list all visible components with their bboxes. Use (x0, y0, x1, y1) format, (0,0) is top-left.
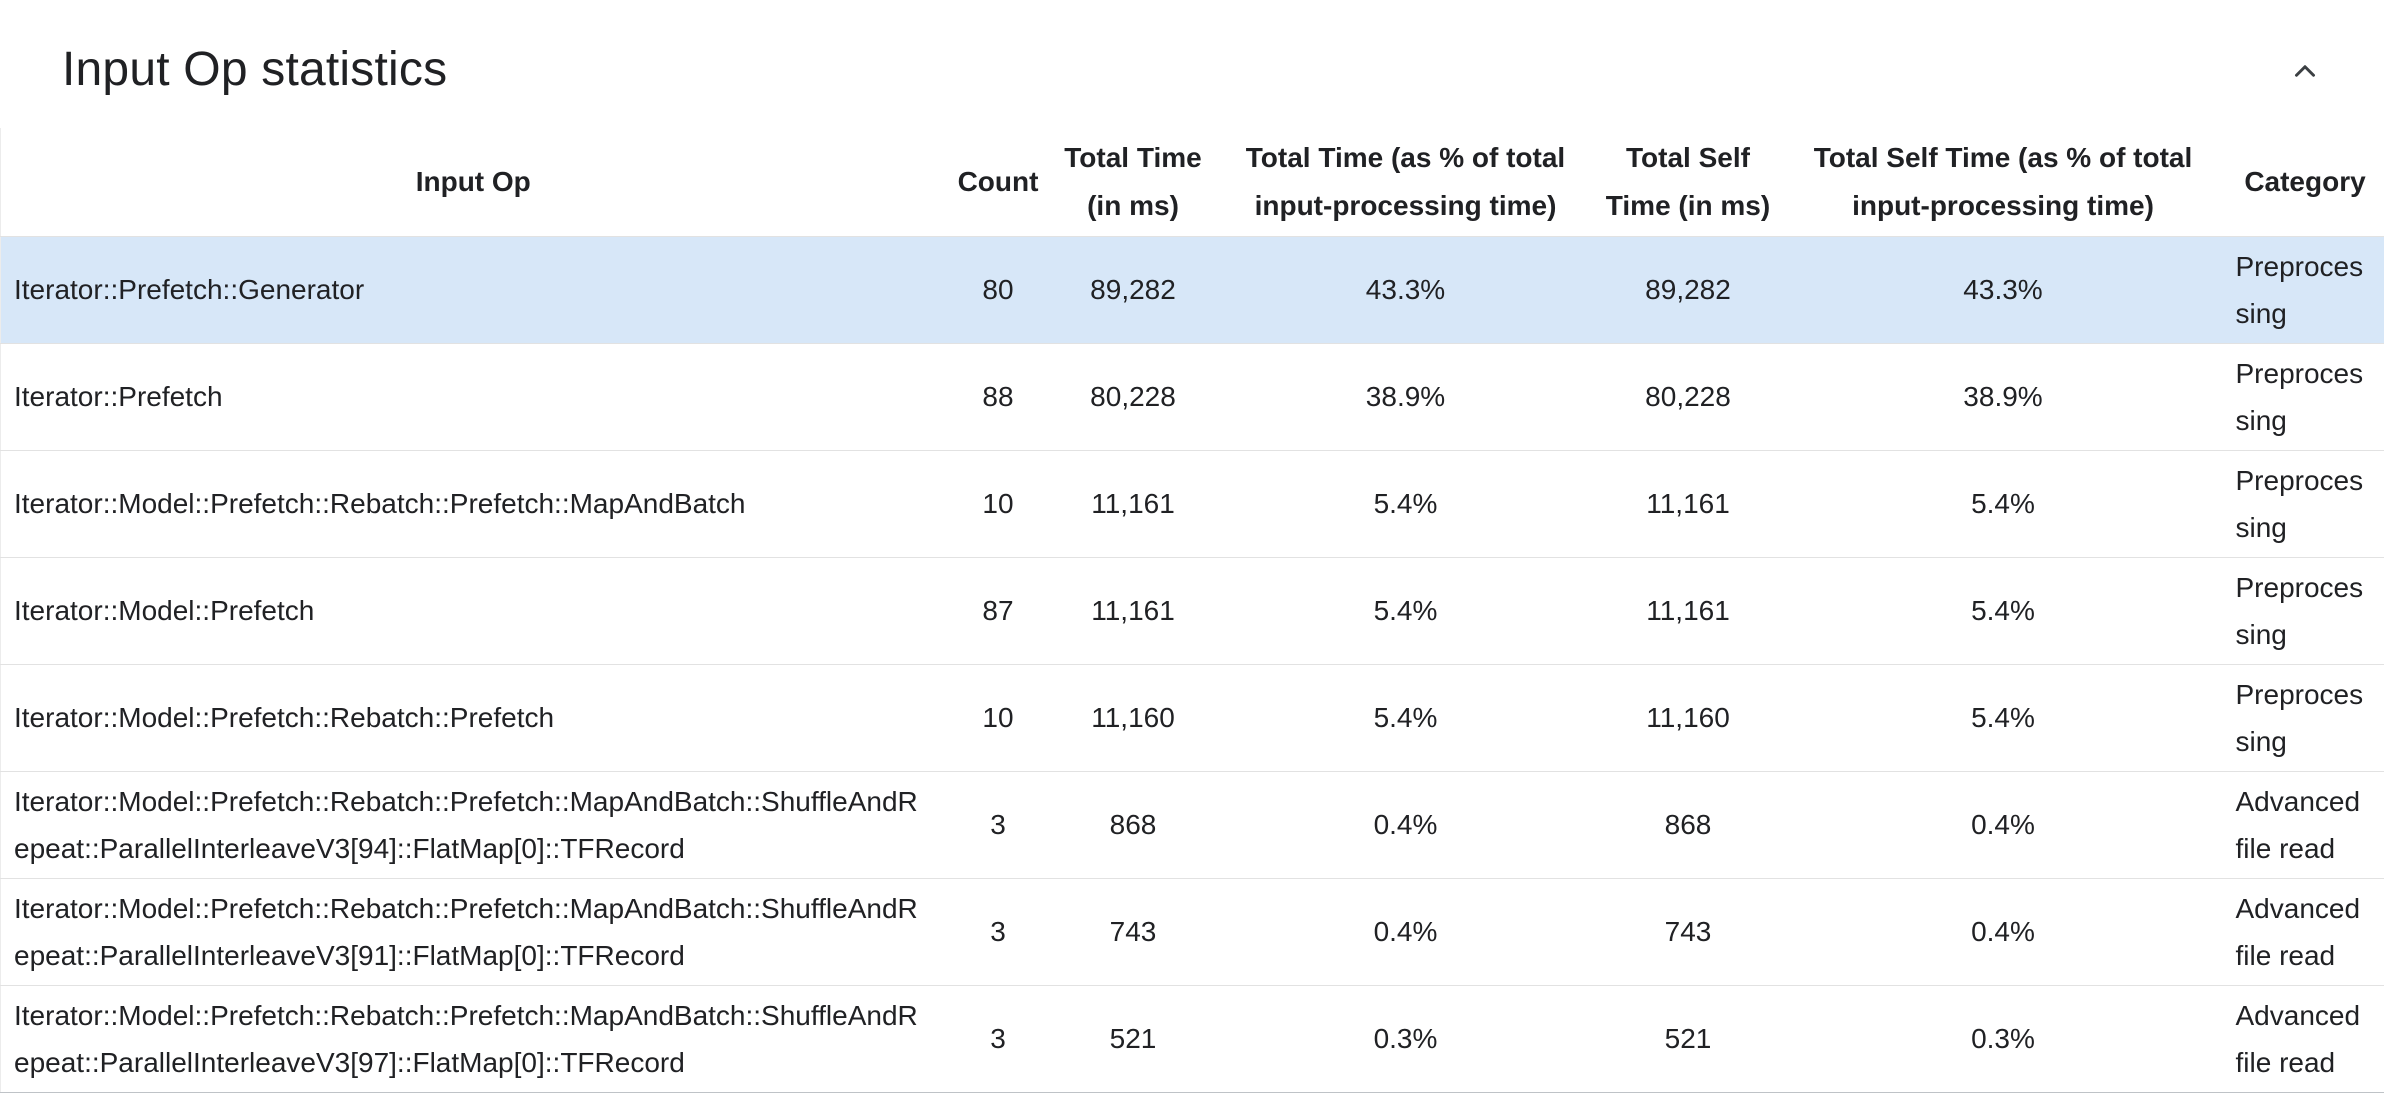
cell-total-time: 11,161 (1050, 449, 1216, 557)
cell-total-time-pct: 43.3% (1215, 235, 1596, 343)
table-row[interactable]: Iterator::Model::Prefetch::Rebatch::Pref… (0, 449, 2384, 557)
cell-total-self-time: 868 (1595, 770, 1781, 878)
cell-category: Preprocessing (2225, 235, 2384, 343)
cell-total-self-time: 11,161 (1595, 556, 1781, 664)
cell-category: Preprocessing (2225, 342, 2384, 450)
cell-total-self-time: 11,160 (1595, 663, 1781, 771)
cell-input-op: Iterator::Prefetch::Generator (0, 235, 946, 343)
cell-total-self-time-pct: 0.3% (1780, 984, 2226, 1093)
column-header-total-self-time-pct[interactable]: Total Self Time (as % of total input-pro… (1813, 141, 2193, 221)
cell-total-time-pct: 0.4% (1215, 770, 1596, 878)
cell-input-op: Iterator::Model::Prefetch::Rebatch::Pref… (0, 984, 946, 1093)
cell-total-time: 868 (1050, 770, 1216, 878)
cell-count: 10 (945, 449, 1051, 557)
cell-count: 3 (945, 877, 1051, 985)
cell-total-time: 80,228 (1050, 342, 1216, 450)
cell-total-time: 521 (1050, 984, 1216, 1093)
cell-category: Advanced file read (2225, 770, 2384, 878)
cell-total-time-pct: 38.9% (1215, 342, 1596, 450)
page-title: Input Op statistics (62, 43, 448, 96)
cell-total-time: 11,161 (1050, 556, 1216, 664)
cell-total-time: 743 (1050, 877, 1216, 985)
cell-total-self-time: 521 (1595, 984, 1781, 1093)
cell-count: 88 (945, 342, 1051, 450)
cell-total-self-time: 11,161 (1595, 449, 1781, 557)
cell-category: Preprocessing (2225, 663, 2384, 771)
cell-input-op: Iterator::Model::Prefetch::Rebatch::Pref… (0, 449, 946, 557)
table-row[interactable]: Iterator::Model::Prefetch::Rebatch::Pref… (0, 663, 2384, 771)
cell-category: Advanced file read (2225, 984, 2384, 1093)
cell-total-time-pct: 5.4% (1215, 663, 1596, 771)
cell-total-time-pct: 0.3% (1215, 984, 1596, 1093)
column-header-category[interactable]: Category (2244, 165, 2366, 197)
column-header-total-time[interactable]: Total Time (in ms) (1064, 141, 1202, 221)
cell-total-time-pct: 5.4% (1215, 449, 1596, 557)
table-body: Iterator::Prefetch::Generator 80 89,282 43.… (0, 235, 2384, 1093)
table-row[interactable]: Iterator::Model::Prefetch::Rebatch::Pref… (0, 770, 2384, 878)
input-op-stats-table: Input Op Count Total Time (in ms) Total Tim… (0, 128, 2384, 1093)
cell-input-op: Iterator::Model::Prefetch::Rebatch::Pref… (0, 663, 946, 771)
cell-total-self-time-pct: 43.3% (1780, 235, 2226, 343)
table-row[interactable]: Iterator::Prefetch::Generator 80 89,282 43.… (0, 235, 2384, 343)
cell-total-self-time: 80,228 (1595, 342, 1781, 450)
header-row: Input Op Count Total Time (in ms) Total Tim… (1, 128, 2384, 236)
column-header-total-time-pct[interactable]: Total Time (as % of total input-processi… (1245, 141, 1566, 221)
collapse-section-button[interactable] (2284, 50, 2326, 92)
cell-total-self-time: 743 (1595, 877, 1781, 985)
cell-input-op: Iterator::Model::Prefetch::Rebatch::Pref… (0, 770, 946, 878)
cell-input-op: Iterator::Prefetch (0, 342, 946, 450)
cell-count: 10 (945, 663, 1051, 771)
cell-category: Preprocessing (2225, 556, 2384, 664)
column-header-total-self-time[interactable]: Total Self Time (in ms) (1605, 141, 1771, 221)
table-row[interactable]: Iterator::Model::Prefetch::Rebatch::Pref… (0, 877, 2384, 985)
cell-input-op: Iterator::Model::Prefetch (0, 556, 946, 664)
cell-total-time-pct: 0.4% (1215, 877, 1596, 985)
table-row[interactable]: Iterator::Model::Prefetch 87 11,161 5.4% 11,… (0, 556, 2384, 664)
cell-category: Preprocessing (2225, 449, 2384, 557)
cell-count: 80 (945, 235, 1051, 343)
cell-count: 3 (945, 984, 1051, 1093)
chevron-up-icon (2288, 65, 2322, 91)
cell-total-time: 11,160 (1050, 663, 1216, 771)
cell-total-self-time: 89,282 (1595, 235, 1781, 343)
cell-category: Advanced file read (2225, 877, 2384, 985)
table-row[interactable]: Iterator::Model::Prefetch::Rebatch::Pref… (0, 984, 2384, 1093)
cell-count: 87 (945, 556, 1051, 664)
column-header-count[interactable]: Count (957, 165, 1039, 197)
cell-input-op: Iterator::Model::Prefetch::Rebatch::Pref… (0, 877, 946, 985)
cell-total-self-time-pct: 38.9% (1780, 342, 2226, 450)
cell-total-time: 89,282 (1050, 235, 1216, 343)
cell-total-self-time-pct: 5.4% (1780, 556, 2226, 664)
section-header: Input Op statistics (0, 0, 2384, 128)
cell-total-self-time-pct: 0.4% (1780, 877, 2226, 985)
cell-total-self-time-pct: 5.4% (1780, 663, 2226, 771)
table-row[interactable]: Iterator::Prefetch 88 80,228 38.9% 80,228 38.… (0, 342, 2384, 450)
column-header-input-op[interactable]: Input Op (415, 165, 531, 197)
cell-total-self-time-pct: 5.4% (1780, 449, 2226, 557)
cell-total-self-time-pct: 0.4% (1780, 770, 2226, 878)
cell-total-time-pct: 5.4% (1215, 556, 1596, 664)
cell-count: 3 (945, 770, 1051, 878)
